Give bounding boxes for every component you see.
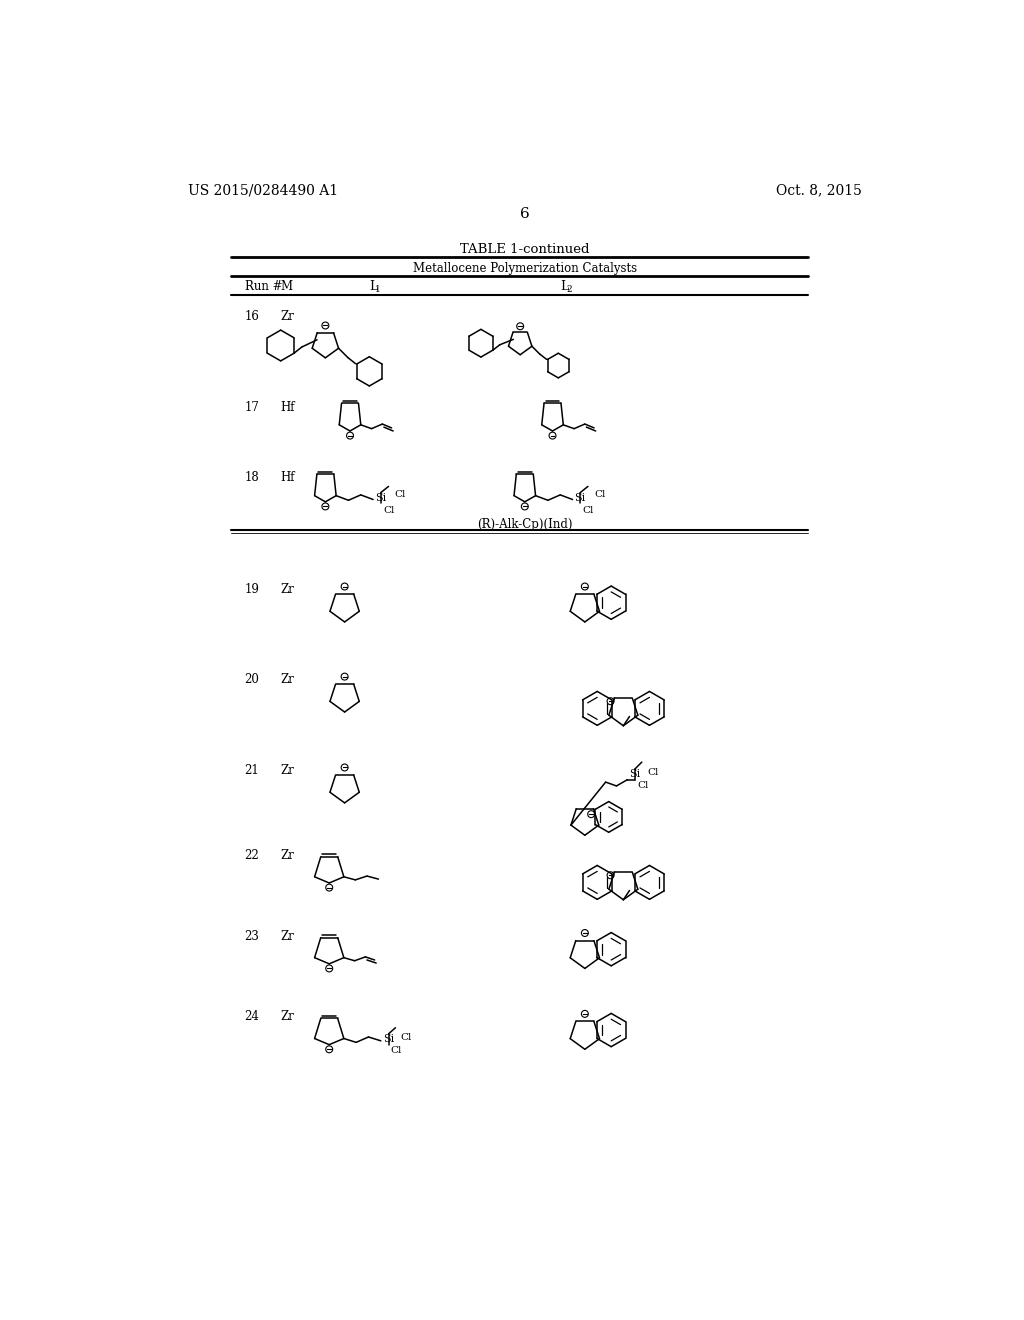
- Text: (R)-Alk-Cp)(Ind): (R)-Alk-Cp)(Ind): [477, 517, 572, 531]
- Text: M: M: [281, 280, 293, 293]
- Text: Si: Si: [375, 492, 386, 503]
- Text: 22: 22: [245, 849, 259, 862]
- Text: Zr: Zr: [281, 929, 295, 942]
- Text: Cl: Cl: [391, 1045, 402, 1055]
- Text: 17: 17: [245, 400, 259, 413]
- Text: 2: 2: [566, 285, 572, 294]
- Text: 24: 24: [245, 1010, 259, 1023]
- Text: Zr: Zr: [281, 849, 295, 862]
- Text: Cl: Cl: [383, 506, 394, 515]
- Text: TABLE 1-continued: TABLE 1-continued: [460, 243, 590, 256]
- Text: Zr: Zr: [281, 764, 295, 777]
- Text: Si: Si: [574, 492, 586, 503]
- Text: 6: 6: [520, 207, 529, 220]
- Text: L: L: [560, 280, 568, 293]
- Text: Zr: Zr: [281, 673, 295, 686]
- Text: Cl: Cl: [647, 768, 658, 777]
- Text: Cl: Cl: [394, 491, 407, 499]
- Text: Metallocene Polymerization Catalysts: Metallocene Polymerization Catalysts: [413, 261, 637, 275]
- Text: Zr: Zr: [281, 310, 295, 323]
- Text: 19: 19: [245, 583, 259, 597]
- Text: Cl: Cl: [400, 1034, 413, 1043]
- Text: Zr: Zr: [281, 1010, 295, 1023]
- Text: Run #: Run #: [245, 280, 282, 293]
- Text: Hf: Hf: [281, 400, 295, 413]
- Text: 20: 20: [245, 673, 259, 686]
- Text: 21: 21: [245, 764, 259, 777]
- Text: 1: 1: [376, 285, 381, 294]
- Text: US 2015/0284490 A1: US 2015/0284490 A1: [188, 183, 339, 198]
- Text: Cl: Cl: [583, 506, 594, 515]
- Text: Si: Si: [383, 1035, 394, 1044]
- Text: Cl: Cl: [594, 491, 605, 499]
- Text: L: L: [370, 280, 378, 293]
- Text: 23: 23: [245, 929, 259, 942]
- Text: Zr: Zr: [281, 583, 295, 597]
- Text: 18: 18: [245, 471, 259, 484]
- Text: Si: Si: [630, 770, 641, 779]
- Text: Hf: Hf: [281, 471, 295, 484]
- Text: 16: 16: [245, 310, 259, 323]
- Text: Cl: Cl: [637, 780, 648, 789]
- Text: Oct. 8, 2015: Oct. 8, 2015: [776, 183, 862, 198]
